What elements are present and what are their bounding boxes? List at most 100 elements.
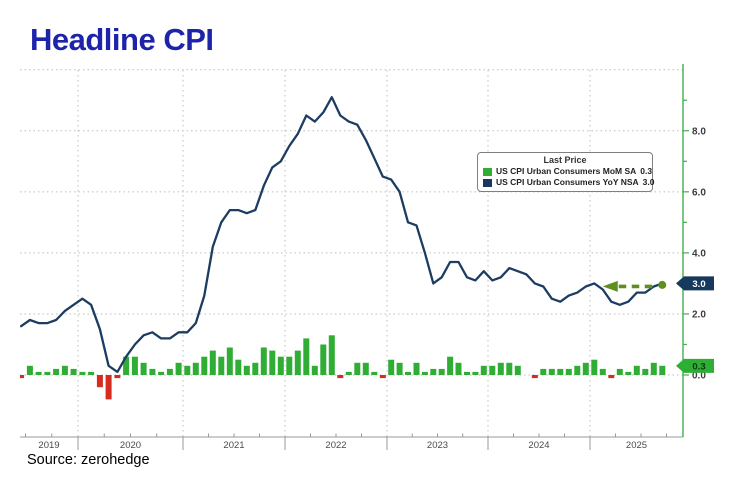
mom-bar: [35, 371, 42, 375]
mom-bar: [608, 375, 615, 379]
mom-bar: [192, 362, 199, 375]
mom-bar: [337, 375, 344, 379]
source-credit: Source: zerohedge: [27, 452, 150, 468]
year-label: 2024: [528, 440, 549, 451]
mom-series-swatch: [483, 167, 492, 176]
legend-item-yoy-value: 3.0: [642, 177, 655, 187]
mom-bar: [105, 375, 112, 400]
last-price-badge-mom-text: 0.3: [692, 361, 705, 372]
year-label: 2019: [38, 440, 59, 451]
mom-bar: [405, 371, 411, 375]
legend-item-mom-label: US CPI Urban Consumers MoM SA: [496, 166, 637, 176]
mom-bar: [531, 375, 538, 379]
mom-bar: [565, 368, 572, 375]
mom-bar: [447, 356, 454, 375]
mom-bar: [540, 368, 547, 375]
mom-bar: [226, 347, 233, 375]
mom-bar: [591, 359, 598, 375]
mom-bar: [362, 362, 369, 375]
mom-bar: [123, 356, 130, 375]
mom-bar: [96, 375, 103, 388]
mom-bar: [158, 371, 165, 375]
mom-bar: [252, 362, 259, 375]
mom-bar: [506, 362, 513, 375]
mom-bar: [574, 365, 581, 375]
mom-bar: [79, 371, 86, 375]
mom-bar: [616, 368, 623, 375]
mom-bar: [371, 371, 378, 375]
mom-bar: [114, 375, 121, 379]
yoy-line: [20, 96, 664, 374]
mom-bar: [61, 365, 68, 375]
mom-bar: [26, 365, 33, 375]
mom-bar: [201, 356, 208, 375]
mom-bar: [438, 368, 445, 375]
mom-bar: [472, 371, 479, 375]
year-label: 2025: [626, 440, 647, 451]
year-label: 2021: [223, 440, 244, 451]
yoy-series-swatch: [483, 178, 492, 187]
trend-arrow-endpoint-dot: [658, 280, 667, 289]
mom-bar: [277, 356, 284, 375]
mom-bar: [209, 350, 216, 375]
mom-bar: [175, 362, 182, 375]
mom-bar: [633, 365, 640, 375]
last-price-badge-mom: [676, 358, 714, 373]
mom-bar: [20, 375, 25, 379]
mom-bar: [345, 371, 352, 375]
page-title: Headline CPI: [30, 22, 214, 57]
y-axis-tick-label: 4.0: [692, 248, 706, 259]
mom-bar: [166, 368, 173, 375]
legend-item-yoy-label: US CPI Urban Consumers YoY NSA: [496, 177, 639, 187]
mom-bar: [396, 362, 403, 375]
y-axis-tick-label: 6.0: [692, 187, 706, 198]
last-price-badge-yoy: [676, 276, 714, 291]
trend-arrow-head: [602, 280, 618, 292]
legend-item-mom[interactable]: US CPI Urban Consumers MoM SA 0.3: [483, 166, 652, 177]
mom-bar: [303, 338, 310, 375]
mom-bar: [44, 371, 51, 375]
mom-bar: [70, 368, 77, 375]
mom-bar: [625, 371, 632, 375]
year-label: 2020: [120, 440, 141, 451]
mom-bar: [642, 368, 649, 375]
yoy-line-group: [20, 96, 664, 374]
mom-bar: [294, 350, 301, 375]
mom-bar: [388, 359, 395, 375]
chart-legend: Last Price US CPI Urban Consumers MoM SA…: [477, 152, 654, 192]
mom-bar: [354, 362, 361, 375]
mom-bar: [599, 368, 606, 375]
mom-bar: [489, 365, 496, 375]
mom-bar: [53, 368, 60, 375]
mom-bar: [184, 365, 191, 375]
year-label: 2023: [427, 440, 448, 451]
mom-bar: [582, 362, 589, 375]
mom-bar: [243, 365, 250, 375]
mom-bar: [659, 365, 666, 375]
mom-bar: [514, 365, 521, 375]
last-price-badge-yoy-text: 3.0: [692, 279, 705, 290]
legend-item-yoy[interactable]: US CPI Urban Consumers YoY NSA 3.0: [483, 177, 654, 188]
mom-bar: [311, 365, 318, 375]
mom-bar: [430, 368, 437, 375]
legend-title: Last Price: [543, 155, 587, 165]
mom-bar: [480, 365, 487, 375]
y-axis-tick-label: 0.0: [692, 371, 706, 382]
mom-bar: [455, 362, 462, 375]
mom-bar: [557, 368, 564, 375]
mom-bar: [650, 362, 657, 375]
mom-bar: [140, 362, 147, 375]
y-axis-tick-label: 8.0: [692, 126, 706, 137]
mom-bar: [548, 368, 555, 375]
mom-bar: [218, 356, 225, 375]
mom-bar: [413, 362, 420, 375]
mom-bar: [235, 359, 242, 375]
mom-bars: [20, 335, 666, 400]
mom-bar: [269, 350, 276, 375]
mom-bar: [149, 368, 156, 375]
mom-bar: [379, 375, 386, 379]
mom-bar: [286, 356, 293, 375]
mom-bar: [421, 371, 428, 375]
year-label: 2022: [325, 440, 346, 451]
